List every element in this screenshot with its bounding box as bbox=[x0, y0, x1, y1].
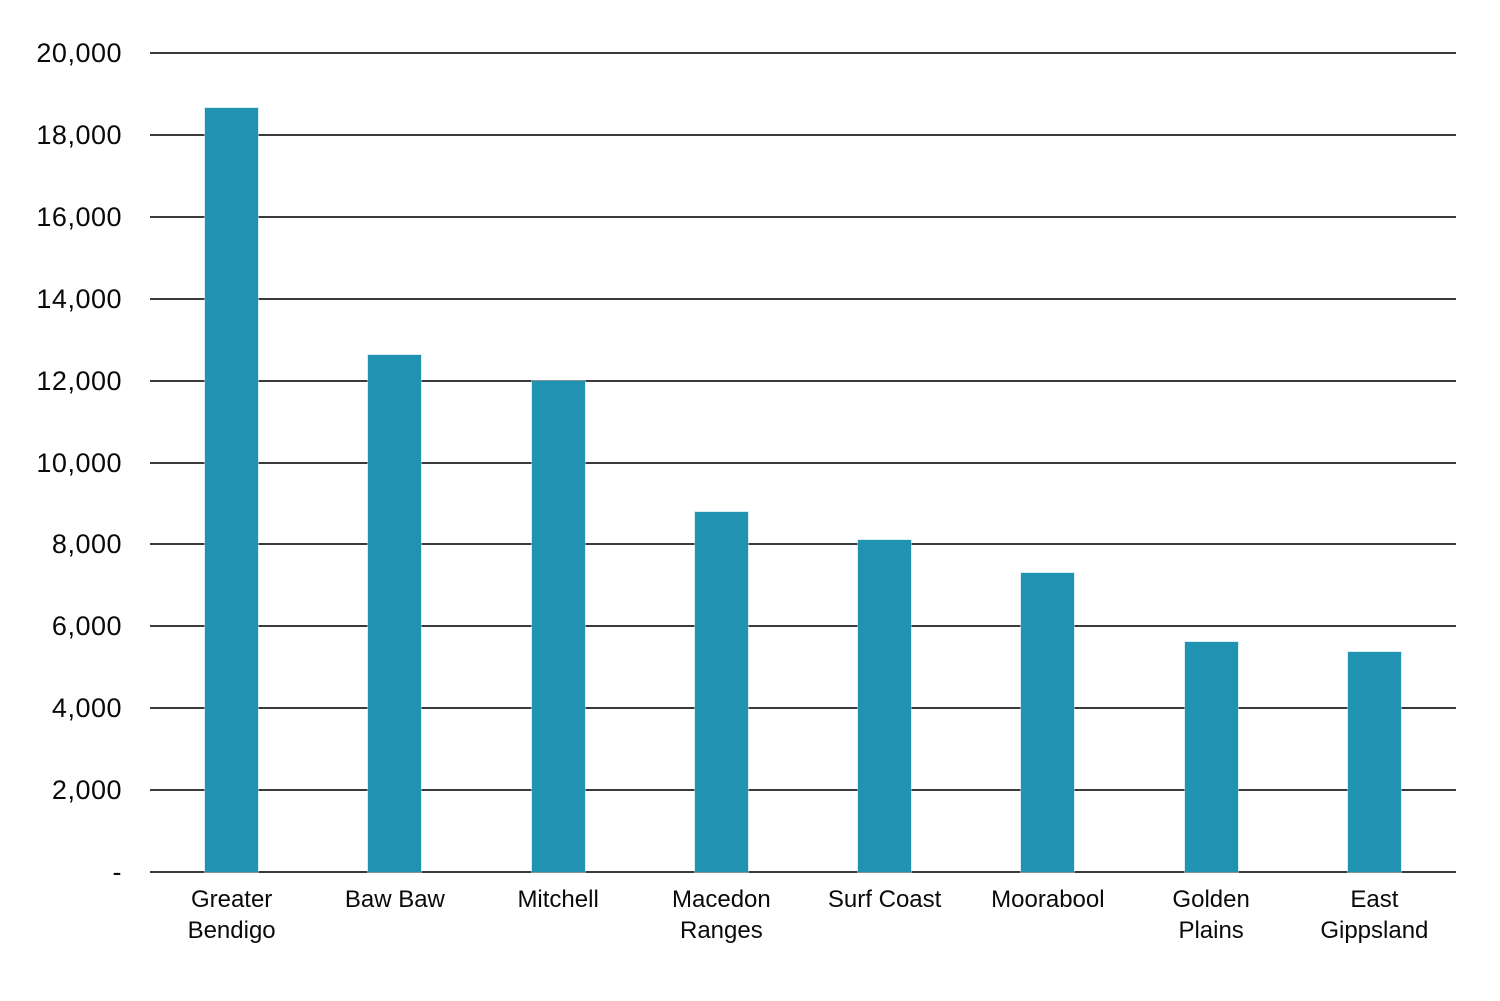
x-category-label-east-gippsland: East Gippsland bbox=[1320, 886, 1429, 944]
gridline-10000 bbox=[150, 461, 1456, 464]
y-tick-label-12000: 12,000 bbox=[36, 365, 122, 396]
gridline-12000 bbox=[150, 379, 1456, 382]
bar-mitchell bbox=[531, 380, 585, 872]
y-tick-label-0: - bbox=[112, 857, 122, 887]
gridline-20000 bbox=[150, 52, 1456, 54]
x-category-label-golden-plains: Golden Plains bbox=[1172, 886, 1250, 944]
y-tick-label-6000: 6,000 bbox=[51, 611, 122, 642]
plot-area bbox=[150, 52, 1456, 873]
gridline-6000 bbox=[150, 625, 1456, 628]
bar-surf-coast bbox=[858, 539, 912, 872]
x-category-label-moorabool: Moorabool bbox=[991, 886, 1105, 913]
bar-golden-plains bbox=[1184, 642, 1238, 872]
bar-east-gippsland bbox=[1347, 652, 1401, 872]
bar-macedon-ranges bbox=[694, 512, 748, 872]
y-tick-label-4000: 4,000 bbox=[51, 693, 122, 724]
y-tick-label-8000: 8,000 bbox=[51, 529, 122, 560]
y-tick-label-2000: 2,000 bbox=[51, 775, 122, 806]
gridline-4000 bbox=[150, 707, 1456, 710]
x-category-label-greater-bendigo: Greater Bendigo bbox=[187, 886, 276, 944]
x-category-label-mitchell: Mitchell bbox=[517, 886, 599, 913]
x-category-label-macedon-ranges: Macedon Ranges bbox=[672, 886, 771, 944]
gridline-8000 bbox=[150, 543, 1456, 546]
gridline-0 bbox=[150, 871, 1456, 873]
x-category-label-baw-baw: Baw Baw bbox=[344, 886, 445, 913]
gridline-16000 bbox=[150, 215, 1456, 218]
bar-moorabool bbox=[1021, 573, 1075, 872]
y-tick-label-14000: 14,000 bbox=[36, 283, 122, 314]
x-category-label-surf-coast: Surf Coast bbox=[827, 886, 942, 913]
bar-greater-bendigo bbox=[205, 108, 259, 872]
gridline-2000 bbox=[150, 789, 1456, 792]
gridline-14000 bbox=[150, 297, 1456, 300]
gridline-18000 bbox=[150, 133, 1456, 136]
y-tick-label-10000: 10,000 bbox=[36, 447, 122, 478]
y-tick-label-18000: 18,000 bbox=[36, 119, 122, 150]
y-tick-label-16000: 16,000 bbox=[36, 201, 122, 232]
bar-baw-baw bbox=[368, 355, 422, 872]
y-tick-label-20000: 20,000 bbox=[36, 38, 122, 68]
